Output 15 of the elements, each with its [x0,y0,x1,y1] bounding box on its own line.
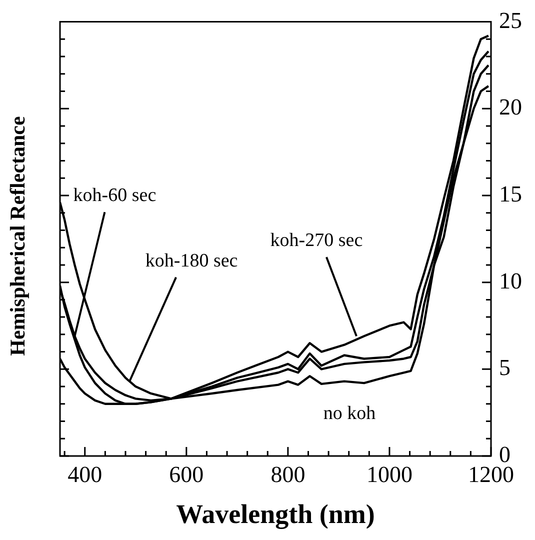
annotation: koh-180 sec [145,250,238,272]
x-tick-label: 1000 [366,462,412,487]
y-tick-label: 20 [499,94,522,120]
y-tick-label: 15 [499,182,522,207]
annotation: koh-270 sec [270,230,363,252]
annotation: koh-60 sec [73,185,156,206]
x-axis-title: Wavelength (nm) [176,498,375,529]
x-tick-label: 800 [270,462,306,487]
y-tick-label: 25 [499,8,522,33]
x-tick-label: 600 [169,462,204,487]
y-tick-label: 10 [499,268,522,294]
y-tick-label: 5 [499,355,510,380]
y-axis-title: Hemispherical Reflectance [6,116,30,356]
annotation: no koh [323,403,376,424]
x-tick-label: 400 [68,462,102,487]
